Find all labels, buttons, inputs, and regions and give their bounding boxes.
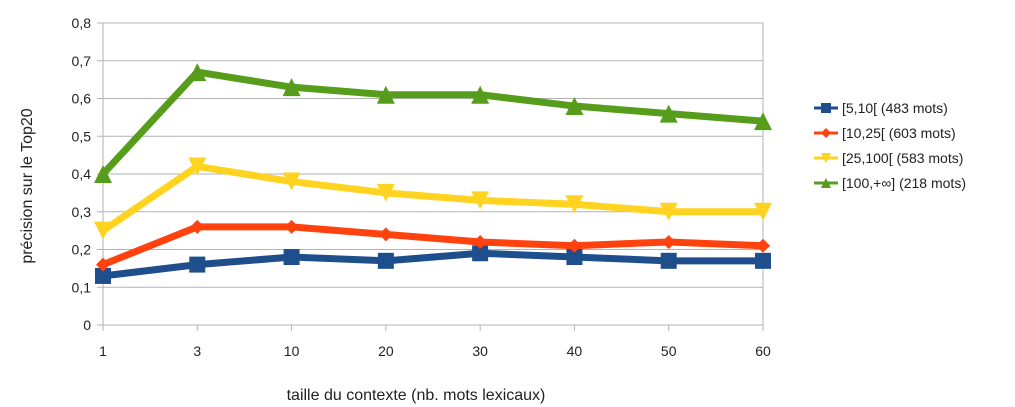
y-tick-label: 0,7 xyxy=(72,53,92,69)
data-point xyxy=(565,195,584,214)
legend-marker xyxy=(821,153,831,163)
data-point xyxy=(471,191,490,210)
y-tick-label: 0,8 xyxy=(72,15,92,31)
data-point xyxy=(567,238,582,253)
x-tick-label: 3 xyxy=(193,343,201,359)
data-point xyxy=(473,234,488,249)
x-tick-label: 60 xyxy=(755,343,771,359)
x-tick-label: 10 xyxy=(284,343,300,359)
legend-label: [100,+∞] (218 mots) xyxy=(842,175,966,191)
series-line xyxy=(99,68,767,178)
y-tick-label: 0,1 xyxy=(72,279,92,295)
data-point xyxy=(283,249,300,266)
series-line xyxy=(99,223,767,269)
y-tick-label: 0,4 xyxy=(72,166,92,182)
series-line xyxy=(99,162,767,235)
data-point xyxy=(659,202,678,221)
x-tick-label: 20 xyxy=(378,343,394,359)
x-tick-label: 1 xyxy=(99,343,107,359)
data-point xyxy=(377,252,394,269)
data-point xyxy=(565,97,584,116)
data-point xyxy=(756,238,770,253)
data-point xyxy=(754,112,772,131)
data-point xyxy=(282,172,301,191)
series-line xyxy=(99,249,767,280)
x-axis-title: taille du contexte (nb. mots lexicaux) xyxy=(287,387,546,404)
legend-marker xyxy=(821,178,831,188)
y-tick-label: 0,2 xyxy=(72,242,92,258)
data-point xyxy=(376,85,395,104)
x-tick-label: 50 xyxy=(661,343,677,359)
data-point xyxy=(96,257,110,272)
data-point xyxy=(754,202,772,221)
y-tick-label: 0,3 xyxy=(72,204,92,220)
legend-label: [25,100[ (583 mots) xyxy=(842,150,963,166)
legend-item: [5,10[ (483 mots) xyxy=(814,100,948,116)
data-point xyxy=(189,256,206,273)
y-tick-label: 0,6 xyxy=(72,91,92,107)
legend-label: [5,10[ (483 mots) xyxy=(842,100,948,116)
data-point xyxy=(94,221,112,240)
y-axis-title: précision sur le Top20 xyxy=(19,108,36,263)
data-point xyxy=(190,219,205,234)
data-point xyxy=(284,219,299,234)
grid-lines xyxy=(103,22,763,326)
legend-marker xyxy=(821,103,831,113)
series-2 xyxy=(96,219,770,272)
data-point xyxy=(472,245,489,262)
legend-item: [25,100[ (583 mots) xyxy=(814,150,963,166)
axes: 0 0,1 0,2 0,3 0,4 0,5 0,6 0,7 0,8 1 3 10 20 30 40 50 60 xyxy=(72,15,771,359)
data-point xyxy=(94,165,112,183)
data-point xyxy=(378,227,393,242)
data-point xyxy=(188,157,207,176)
legend-item: [100,+∞] (218 mots) xyxy=(814,175,966,191)
series-group xyxy=(94,63,772,284)
series-4 xyxy=(94,63,772,183)
y-tick-label: 0 xyxy=(83,317,91,333)
y-tick-label: 0,5 xyxy=(72,128,92,144)
x-tick-label: 30 xyxy=(472,343,488,359)
data-point xyxy=(566,249,583,266)
data-point xyxy=(95,267,111,284)
x-tick-label: 40 xyxy=(567,343,583,359)
data-point xyxy=(282,78,301,97)
legend-label: [10,25[ (603 mots) xyxy=(842,125,956,141)
data-point xyxy=(471,85,490,104)
data-point xyxy=(661,234,676,249)
data-point xyxy=(659,104,678,123)
data-point xyxy=(188,63,207,82)
data-point xyxy=(660,252,677,269)
legend-item: [10,25[ (603 mots) xyxy=(814,125,956,141)
data-point xyxy=(376,183,395,202)
legend: [5,10[ (483 mots) [10,25[ (603 mots) [25,1… xyxy=(814,100,966,191)
series-3 xyxy=(94,157,772,240)
data-point xyxy=(755,252,771,269)
legend-marker xyxy=(821,128,831,138)
series-1 xyxy=(95,245,771,284)
